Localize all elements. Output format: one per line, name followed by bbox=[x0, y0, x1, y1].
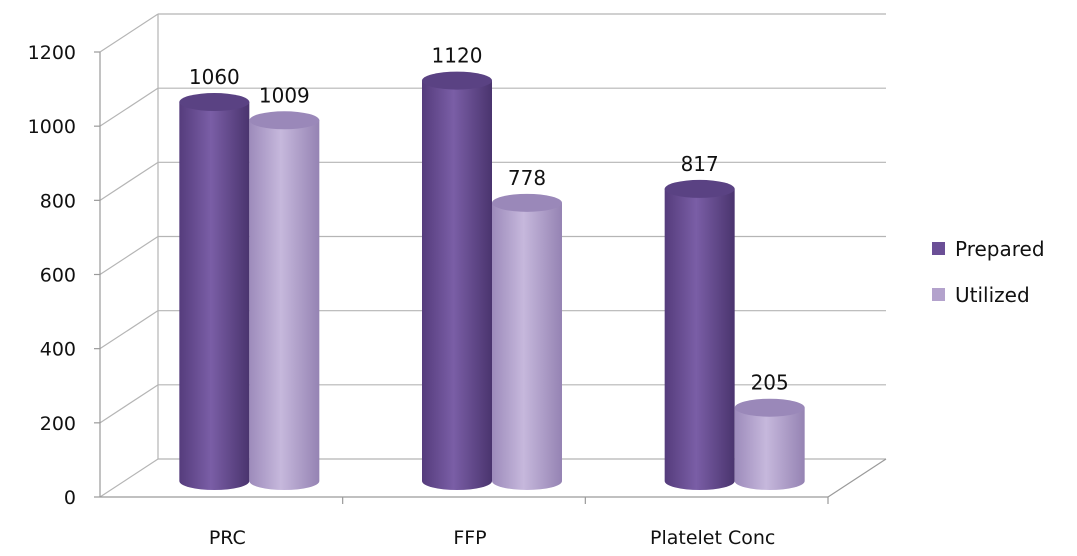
bar-cap bbox=[734, 398, 805, 417]
side-gridline bbox=[99, 235, 159, 276]
y-tick-label: 1200 bbox=[28, 42, 76, 64]
bar-utilized-ffp bbox=[492, 193, 562, 490]
x-tick-label: FFP bbox=[453, 527, 486, 549]
data-label: 1009 bbox=[259, 83, 310, 107]
bar-cap bbox=[492, 193, 562, 212]
floor-edge bbox=[827, 458, 887, 498]
side-gridline bbox=[99, 161, 159, 201]
side-gridline bbox=[99, 87, 159, 127]
bar-cap bbox=[179, 93, 250, 112]
legend-swatch-prepared bbox=[932, 242, 945, 255]
bar-body bbox=[492, 202, 562, 490]
bar-prepared-platelet-conc bbox=[664, 179, 735, 491]
data-label: 205 bbox=[751, 371, 789, 395]
x-tick-label: PRC bbox=[209, 527, 246, 549]
y-tick-label: 600 bbox=[40, 265, 76, 287]
data-label: 1060 bbox=[189, 65, 240, 89]
side-gridline bbox=[99, 13, 159, 53]
bars-layer bbox=[179, 71, 805, 491]
data-label: 1120 bbox=[432, 44, 483, 68]
bar-body bbox=[249, 120, 320, 490]
side-gridline bbox=[99, 384, 159, 424]
y-tick-label: 400 bbox=[40, 339, 76, 361]
bar-utilized-platelet-conc bbox=[734, 398, 805, 491]
data-label: 817 bbox=[681, 152, 719, 176]
bar-cap bbox=[664, 179, 735, 198]
legend-swatch-utilized bbox=[932, 288, 945, 301]
side-gridline bbox=[99, 310, 159, 350]
y-tick-label: 0 bbox=[64, 487, 76, 509]
bar-body bbox=[422, 80, 492, 490]
bar-body bbox=[734, 407, 805, 491]
y-tick-label: 800 bbox=[40, 190, 76, 212]
bar-cap bbox=[249, 111, 320, 130]
chart-walls bbox=[94, 13, 887, 504]
bar-prepared-ffp bbox=[422, 71, 492, 490]
data-label: 778 bbox=[508, 166, 546, 190]
labels-layer: 0 200 400 600 800 1000 1200 PRC 1060 1009 FFP 1120 7… bbox=[28, 42, 789, 549]
bar-utilized-prc bbox=[249, 111, 320, 490]
y-tick-label: 1000 bbox=[28, 116, 76, 138]
bar-cap bbox=[422, 71, 492, 90]
y-tick-label: 200 bbox=[40, 413, 76, 435]
bar-body bbox=[664, 188, 735, 491]
side-gridline bbox=[99, 458, 159, 498]
x-tick-label: Platelet Conc bbox=[650, 527, 775, 549]
bar-prepared-prc bbox=[179, 93, 250, 491]
legend-label-utilized: Utilized bbox=[955, 283, 1030, 307]
legend-label-prepared: Prepared bbox=[955, 237, 1045, 261]
legend: Prepared Utilized bbox=[932, 237, 1045, 307]
bar-body bbox=[179, 102, 250, 491]
